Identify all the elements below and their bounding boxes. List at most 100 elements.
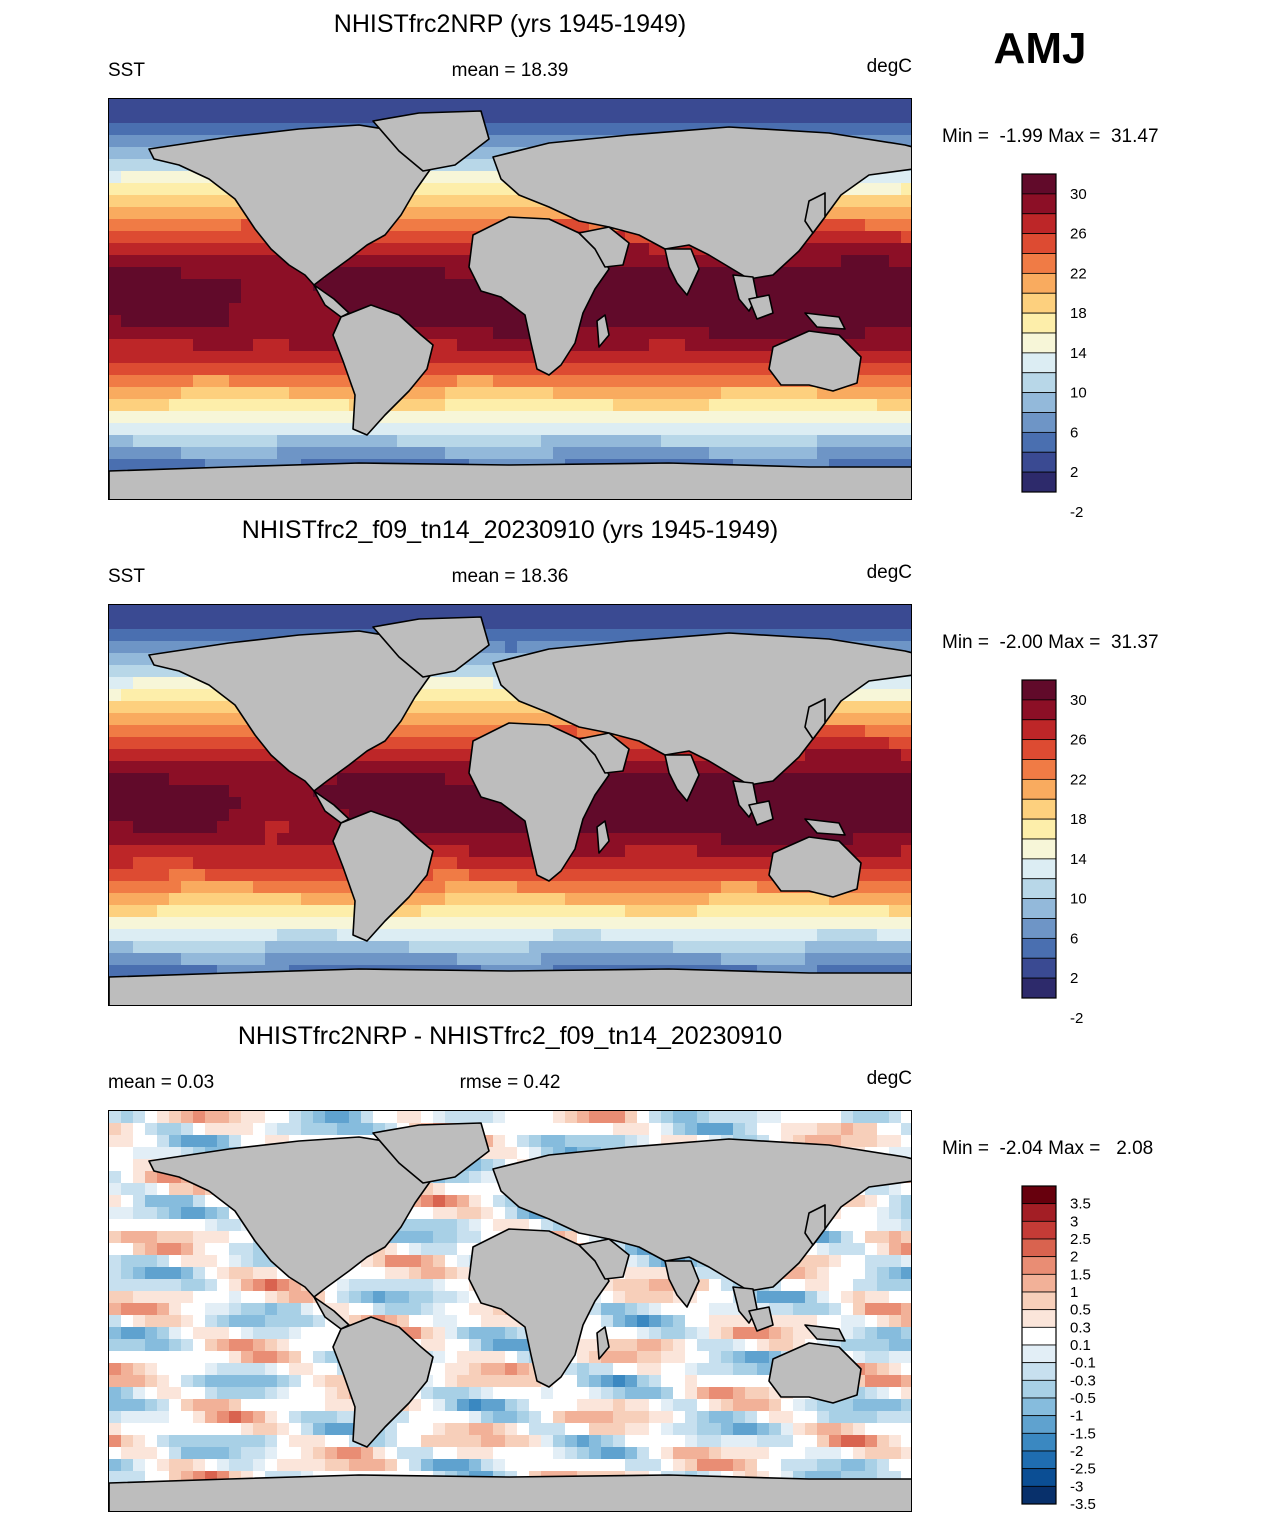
colorbar-swatch	[1021, 1326, 1057, 1346]
colorbar-tick-label: 2	[1070, 970, 1078, 987]
colorbar-tick-label: 6	[1070, 930, 1078, 947]
colorbar-swatch	[1021, 431, 1057, 453]
land-arabia	[578, 1238, 630, 1280]
land-africa	[468, 722, 610, 882]
sst-map	[108, 98, 912, 500]
land-borneo	[748, 800, 774, 826]
variable-label: SST	[108, 60, 145, 81]
land-greenland	[372, 1122, 490, 1184]
mean-label: mean = 18.39	[451, 60, 569, 81]
colorbar-svg: 3.532.521.510.50.30.1-0.1-0.3-0.5-1-1.5-…	[1021, 1185, 1096, 1513]
land-new-guinea	[804, 818, 846, 836]
land-india	[664, 754, 700, 802]
colorbar-swatch	[1021, 719, 1057, 741]
min-max-label: Min = -2.00 Max = 31.37	[942, 632, 1159, 653]
colorbar-swatch	[1021, 471, 1057, 493]
land-africa	[468, 216, 610, 376]
colorbar-tick-label: 22	[1070, 265, 1087, 282]
colorbar-swatch	[1021, 193, 1057, 215]
land-japan	[804, 1204, 826, 1246]
land-borneo	[748, 294, 774, 320]
colorbar-swatch	[1021, 1485, 1057, 1505]
colorbar-swatch	[1021, 878, 1057, 900]
land-greenland	[372, 616, 490, 678]
colorbar-tick-label: 26	[1070, 732, 1087, 749]
colorbar-tick-label: 1.5	[1070, 1266, 1091, 1283]
land-borneo	[748, 1306, 774, 1332]
map-canvas	[109, 605, 911, 1005]
colorbar-swatch	[1021, 1432, 1057, 1452]
colorbar-tick-label: 3	[1070, 1213, 1078, 1230]
colorbar-swatch	[1021, 1309, 1057, 1328]
land-new-guinea	[804, 1324, 846, 1342]
colorbar-svg: 30 26 22 18 14 10 6 2 -2	[1021, 679, 1087, 1027]
land-madagascar	[596, 820, 610, 854]
colorbar-swatch	[1021, 759, 1057, 780]
colorbar-swatch	[1021, 1468, 1057, 1487]
colorbar-tick-label: 2.5	[1070, 1231, 1091, 1248]
land-india	[664, 248, 700, 296]
land-madagascar	[596, 314, 610, 348]
colorbar-swatch	[1021, 292, 1057, 314]
colorbar-swatch	[1021, 679, 1057, 701]
land-arabia	[578, 732, 630, 774]
season-label: AMJ	[993, 24, 1087, 73]
variable-label: SST	[108, 566, 145, 587]
colorbar-swatch	[1021, 699, 1057, 721]
land-europe-asia	[492, 1138, 911, 1292]
colorbar-swatch	[1021, 739, 1057, 760]
land-japan	[804, 698, 826, 740]
land-africa	[468, 1228, 610, 1388]
colorbar-swatch	[1021, 1362, 1057, 1381]
land-australia	[768, 836, 862, 898]
colorbar-tick-label: -2	[1070, 1010, 1083, 1027]
colorbar-swatch	[1021, 233, 1057, 254]
colorbar-swatch	[1021, 918, 1057, 939]
map-canvas	[109, 99, 911, 499]
colorbar-tick-label: 0.3	[1070, 1319, 1091, 1336]
colorbar-swatch	[1021, 1273, 1057, 1293]
colorbar-swatch	[1021, 253, 1057, 274]
units-label: degC	[866, 562, 912, 583]
colorbar-swatch	[1021, 213, 1057, 235]
panel-model-1: NHISTfrc2NRP (yrs 1945-1949) SST mean = …	[0, 0, 1285, 521]
sst-map	[108, 604, 912, 1006]
colorbar-swatch	[1021, 1344, 1057, 1364]
colorbar-tick-label: 18	[1070, 811, 1087, 828]
colorbar-swatch	[1021, 412, 1057, 433]
colorbar-tick-label: -3.5	[1070, 1496, 1096, 1513]
colorbar-tick-label: -2.5	[1070, 1461, 1096, 1478]
colorbar-swatch	[1021, 977, 1057, 999]
mean-label: mean = 18.36	[451, 566, 569, 587]
land-europe-asia	[492, 632, 911, 786]
colorbar-swatch	[1021, 451, 1057, 473]
colorbar-swatch	[1021, 858, 1057, 880]
colorbar-tick-label: 22	[1070, 771, 1087, 788]
colorbar-swatch	[1021, 1291, 1057, 1311]
colorbar-swatch	[1021, 332, 1057, 354]
colorbar-tick-label: -2	[1070, 504, 1083, 521]
colorbar-tick-label: 0.5	[1070, 1302, 1091, 1319]
panel-difference: NHISTfrc2NRP - NHISTfrc2_f09_tn14_202309…	[0, 1012, 1285, 1518]
land-india	[664, 1260, 700, 1308]
panel-title: NHISTfrc2_f09_tn14_20230910 (yrs 1945-19…	[241, 516, 779, 544]
colorbar-swatch	[1021, 818, 1057, 840]
colorbar-swatch	[1021, 1379, 1057, 1399]
colorbar-tick-label: 3.5	[1070, 1196, 1091, 1213]
colorbar-swatch	[1021, 957, 1057, 979]
colorbar-tick-label: 14	[1070, 345, 1087, 362]
colorbar-swatch	[1021, 1238, 1057, 1258]
min-max-label: Min = -1.99 Max = 31.47	[942, 126, 1159, 147]
colorbar-swatch	[1021, 392, 1057, 413]
colorbar: 30 26 22 18 14 10 6 2 -2	[1021, 679, 1172, 1027]
colorbar-tick-label: -0.3	[1070, 1372, 1096, 1389]
colorbar-tick-label: 10	[1070, 385, 1087, 402]
colorbar-tick-label: 18	[1070, 305, 1087, 322]
land-new-guinea	[804, 312, 846, 330]
colorbar-swatch	[1021, 1203, 1057, 1222]
colorbar-tick-label: 0.1	[1070, 1337, 1091, 1354]
colorbar-tick-label: 26	[1070, 226, 1087, 243]
land-australia	[768, 330, 862, 392]
colorbar-tick-label: 10	[1070, 891, 1087, 908]
colorbar-tick-label: 30	[1070, 186, 1087, 203]
